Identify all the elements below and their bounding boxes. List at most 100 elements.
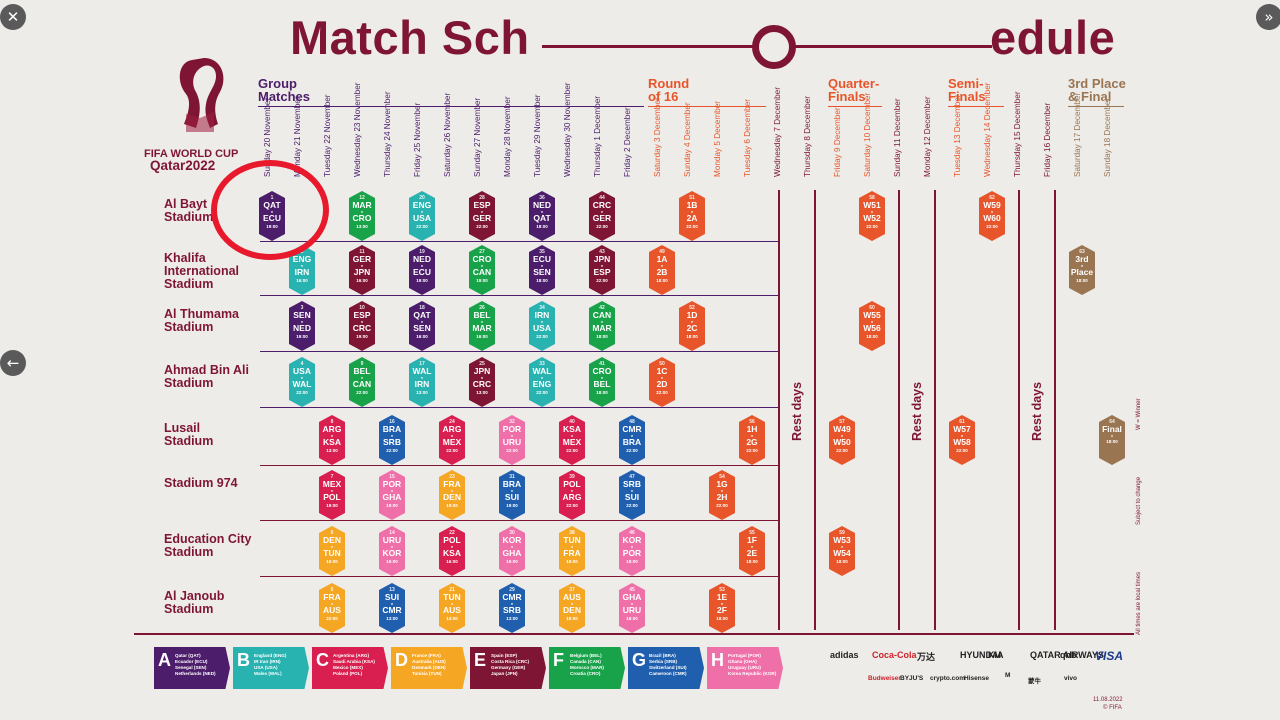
stadium-name: Education City Stadium xyxy=(164,532,252,559)
match-55[interactable]: 55 1F v 2E 18:00 xyxy=(739,526,765,576)
match-52[interactable]: 52 1D v 2C 18:00 xyxy=(679,301,705,351)
match-39[interactable]: 39 POL v ARG 22:00 xyxy=(559,470,585,520)
match-n: 31 xyxy=(509,474,515,480)
match-6[interactable]: 6 DEN v TUN 16:00 xyxy=(319,526,345,576)
versus-mark: v xyxy=(750,433,754,438)
match-33[interactable]: 33 WAL v ENG 22:00 xyxy=(529,357,555,407)
match-a: ARG xyxy=(442,424,462,434)
match-17[interactable]: 17 WAL v IRN 13:00 xyxy=(409,357,435,407)
match-54[interactable]: 54 1G v 2H 22:00 xyxy=(709,470,735,520)
group-teams: Belgium (BEL) Canada (CAN) Morocco (MAR)… xyxy=(570,653,604,676)
match-t: 13:00 xyxy=(506,616,518,621)
match-53[interactable]: 53 1E v 2F 18:00 xyxy=(709,583,735,633)
match-a: 3rd xyxy=(1075,254,1089,264)
match-60[interactable]: 60 W55 v W56 18:00 xyxy=(859,301,885,351)
match-43[interactable]: 43 JPN v ESP 22:00 xyxy=(589,245,615,295)
match-38[interactable]: 38 TUN v FRA 18:00 xyxy=(559,526,585,576)
match-37[interactable]: 37 AUS v DEN 18:00 xyxy=(559,583,585,633)
match-32[interactable]: 32 POR v URU 22:00 xyxy=(499,415,525,465)
previous-image-button[interactable]: ← xyxy=(0,350,26,376)
match-22[interactable]: 22 POL v KSA 16:00 xyxy=(439,526,465,576)
match-t: 18:00 xyxy=(536,278,548,283)
match-n: 32 xyxy=(509,419,515,425)
match-a: FRA xyxy=(323,592,341,602)
match-30[interactable]: 30 KOR v GHA 16:00 xyxy=(499,526,525,576)
match-50[interactable]: 50 1C v 2D 22:00 xyxy=(649,357,675,407)
match-10[interactable]: 10 ESP v CRC 19:00 xyxy=(349,301,375,351)
match-b: W54 xyxy=(833,548,851,558)
match-45[interactable]: 45 GHA v URU 18:00 xyxy=(619,583,645,633)
match-28[interactable]: 28 ESP v GER 22:00 xyxy=(469,191,495,241)
match-51[interactable]: 51 1B v 2A 22:00 xyxy=(679,191,705,241)
match-41[interactable]: 41 CRO v BEL 18:00 xyxy=(589,357,615,407)
next-image-button[interactable]: » xyxy=(1256,4,1280,30)
match-n: 15 xyxy=(389,474,395,480)
match-49[interactable]: 49 1A v 2B 18:00 xyxy=(649,245,675,295)
match-19[interactable]: 19 NED v ECU 19:00 xyxy=(409,245,435,295)
match-34[interactable]: 34 IRN v USA 22:00 xyxy=(529,301,555,351)
versus-mark: v xyxy=(570,544,574,549)
match-25[interactable]: 25 JPN v CRC 13:00 xyxy=(469,357,495,407)
match-59[interactable]: 59 W53 v W54 18:00 xyxy=(829,526,855,576)
match-12[interactable]: 12 MAR v CRO 13:00 xyxy=(349,191,375,241)
match-16[interactable]: 16 BRA v SRB 22:00 xyxy=(379,415,405,465)
match-7[interactable]: 7 MEX v POL 19:00 xyxy=(319,470,345,520)
match-26[interactable]: 26 BEL v MAR 16:00 xyxy=(469,301,495,351)
versus-mark: v xyxy=(510,488,514,493)
match-a: BRA xyxy=(502,479,522,489)
match-t: 22:00 xyxy=(596,224,608,229)
match-48[interactable]: 48 CMR v BRA 22:00 xyxy=(619,415,645,465)
match-t: 22:00 xyxy=(506,448,518,453)
versus-mark: v xyxy=(390,601,394,606)
date-text: Tuesday 13 December xyxy=(953,94,962,177)
bottom-rule xyxy=(134,633,1134,635)
match-13[interactable]: 13 SUI v CMR 13:00 xyxy=(379,583,405,633)
match-11[interactable]: 11 GER v JPN 16:00 xyxy=(349,245,375,295)
sponsor-logo: Budweiser xyxy=(868,675,901,682)
match-63[interactable]: 63 3rd v Place 18:00 xyxy=(1069,245,1095,295)
date-label: Monday 5 December xyxy=(711,101,725,177)
match-a: MAR xyxy=(352,200,372,210)
match-5[interactable]: 5 FRA v AUS 22:00 xyxy=(319,583,345,633)
match-4[interactable]: 4 USA v WAL 22:00 xyxy=(289,357,315,407)
match-t: 19:00 xyxy=(296,334,308,339)
match-n: 52 xyxy=(689,305,695,311)
match-23[interactable]: 23 FRA v DEN 19:00 xyxy=(439,470,465,520)
match-21[interactable]: 21 TUN v AUS 13:00 xyxy=(439,583,465,633)
match-58[interactable]: 58 W51 v W52 22:00 xyxy=(859,191,885,241)
match-b: KOR xyxy=(382,548,402,558)
match-29[interactable]: 29 CMR v SRB 13:00 xyxy=(499,583,525,633)
match-62[interactable]: 62 W59 v W60 22:00 xyxy=(979,191,1005,241)
match-36[interactable]: 36 NED v QAT 18:00 xyxy=(529,191,555,241)
match-18[interactable]: 18 QAT v SEN 16:00 xyxy=(409,301,435,351)
match-20[interactable]: 20 ENG v USA 22:00 xyxy=(409,191,435,241)
versus-mark: v xyxy=(840,544,844,549)
match-61[interactable]: 61 W57 v W58 22:00 xyxy=(949,415,975,465)
match-64[interactable]: 64 Final v 18:00 xyxy=(1099,415,1125,465)
match-46[interactable]: 46 KOR v POR 18:00 xyxy=(619,526,645,576)
match-b: CAN xyxy=(472,267,492,277)
title-left: Match Sch xyxy=(290,11,530,64)
match-n: 61 xyxy=(959,419,965,425)
match-9[interactable]: 9 BEL v CAN 22:00 xyxy=(349,357,375,407)
stage-qf: Quarter- Finals xyxy=(828,76,880,104)
rest-divider-1 xyxy=(778,190,780,630)
match-15[interactable]: 15 POR v GHA 19:00 xyxy=(379,470,405,520)
match-44[interactable]: 44 CRC v GER 22:00 xyxy=(589,191,615,241)
match-40[interactable]: 40 KSA v MEX 22:00 xyxy=(559,415,585,465)
match-27[interactable]: 27 CRO v CAN 19:00 xyxy=(469,245,495,295)
close-button[interactable]: ✕ xyxy=(0,4,26,30)
match-8[interactable]: 8 ARG v KSA 13:00 xyxy=(319,415,345,465)
match-14[interactable]: 14 URU v KOR 16:00 xyxy=(379,526,405,576)
match-56[interactable]: 56 1H v 2G 22:00 xyxy=(739,415,765,465)
match-35[interactable]: 35 ECU v SEN 18:00 xyxy=(529,245,555,295)
match-24[interactable]: 24 ARG v MEX 22:00 xyxy=(439,415,465,465)
match-47[interactable]: 47 SRB v SUI 22:00 xyxy=(619,470,645,520)
versus-mark: v xyxy=(570,601,574,606)
date-text: Thursday 8 December xyxy=(803,96,812,177)
match-3[interactable]: 3 SEN v NED 19:00 xyxy=(289,301,315,351)
match-57[interactable]: 57 W49 v W50 22:00 xyxy=(829,415,855,465)
match-42[interactable]: 42 CAN v MAR 18:00 xyxy=(589,301,615,351)
match-t: 19:00 xyxy=(476,278,488,283)
match-31[interactable]: 31 BRA v SUI 19:00 xyxy=(499,470,525,520)
